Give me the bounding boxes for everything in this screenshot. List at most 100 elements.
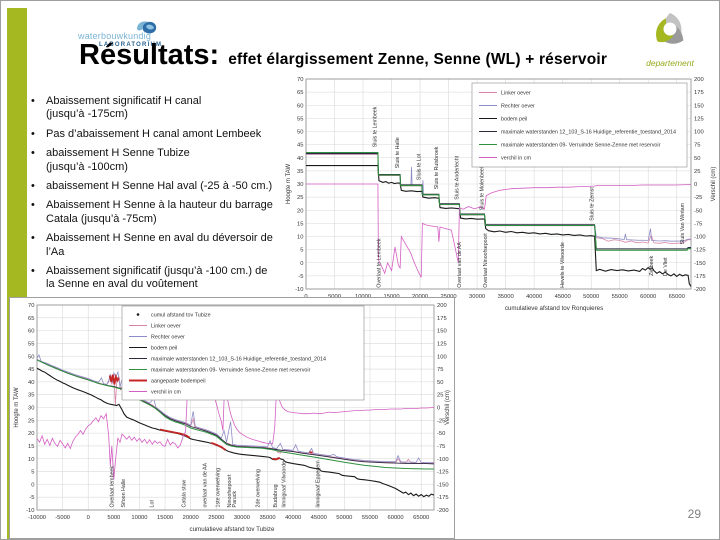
x-axis-title: cumulatieve afstand tov Ronquieres [505,305,603,312]
svg-text:60000: 60000 [640,294,656,300]
svg-text:-200: -200 [694,287,706,293]
svg-text:70: 70 [28,303,34,309]
svg-text:2de overwelving: 2de overwelving [255,469,261,507]
wl-swirl-icon [137,21,157,34]
svg-text:100: 100 [694,130,704,136]
series-maximale-waterstanden-12-103-s-16-huidige-referentie-toestand-2014 [306,153,691,250]
svg-text:35000: 35000 [498,294,514,300]
svg-text:45000: 45000 [555,294,571,300]
bullet-item: abaissement H Senne Tubize (jusqu’à -100… [29,147,297,174]
svg-text:70: 70 [297,77,303,83]
svg-text:30000: 30000 [234,515,250,521]
svg-text:-175: -175 [437,495,449,501]
left-axis-title: Hoogte m TAW [286,164,292,205]
svg-text:limnigraaf Vilvoorde: limnigraaf Vilvoorde [281,461,287,507]
bullet-item: Abaissement H Senne à la hauteur du barr… [29,199,297,226]
svg-text:bodem peil: bodem peil [151,346,177,352]
svg-text:60000: 60000 [388,515,404,521]
svg-text:-75: -75 [437,444,445,450]
svg-text:15000: 15000 [157,515,173,521]
svg-text:125: 125 [437,341,447,347]
svg-text:Sluis te Anderlecht: Sluis te Anderlecht [454,155,460,199]
departement-logo: departement [635,7,705,68]
svg-text:-5: -5 [298,274,303,280]
svg-text:50000: 50000 [336,515,352,521]
senne-profile-chart-frame: Overlaat lembeek Sifoon Halle Lot Catala st… [9,297,455,539]
series-aangepaste-bodempeil [108,373,120,385]
senne-profile-chart: Overlaat lembeek Sifoon Halle Lot Catala st… [14,303,451,533]
page-number: 29 [687,507,701,521]
series-maximale-waterstanden-09-verruimde-senne-zenne-met-reservoir [306,151,691,251]
series-rechter-oever [36,354,434,464]
svg-text:maximale waterstanden 12_103_S: maximale waterstanden 12_103_S-16 Huidig… [151,357,326,363]
svg-text:50: 50 [297,130,303,136]
svg-text:Sluis te Molenbeek: Sluis te Molenbeek [479,165,485,210]
right-axis-title: Verschil (cm) [711,167,717,202]
svg-text:5: 5 [31,470,34,476]
svg-text:Sluis te Halle: Sluis te Halle [395,137,401,168]
svg-text:35: 35 [28,393,34,399]
svg-text:0: 0 [437,406,440,412]
svg-text:Budabrug: Budabrug [273,484,279,507]
svg-text:maximale waterstanden 09- Verr: maximale waterstanden 09- Verruimde Senn… [501,143,661,149]
svg-text:maximale waterstanden 09- Verr: maximale waterstanden 09- Verruimde Senn… [151,368,311,374]
svg-text:Sluis te Ruisbroek: Sluis te Ruisbroek [434,146,440,189]
wl-lab-logo: waterbouwkundig LABORATORIUM [75,21,185,49]
svg-text:Hevels te Vilvoorde: Hevels te Vilvoorde [560,242,566,288]
svg-text:15: 15 [28,444,34,450]
svg-text:75: 75 [694,143,700,149]
svg-text:65000: 65000 [669,294,685,300]
svg-text:Zielbeek: Zielbeek [649,256,655,276]
svg-text:55000: 55000 [362,515,378,521]
svg-text:verchil in cm: verchil in cm [501,156,531,162]
svg-text:De Vliet: De Vliet [663,257,669,276]
svg-text:bodem peil: bodem peil [501,117,527,123]
svg-text:-75: -75 [694,221,702,227]
svg-text:200: 200 [437,303,447,309]
svg-text:10: 10 [297,235,303,241]
series-verchil-in-cm [306,183,692,278]
svg-text:Lot: Lot [149,500,155,508]
svg-text:Paruck: Paruck [232,491,238,508]
svg-text:-10: -10 [295,287,303,293]
svg-text:Sluis te Lembeek: Sluis te Lembeek [373,106,379,147]
svg-text:150: 150 [694,103,704,109]
svg-text:Sluis te Zemst: Sluis te Zemst [589,187,595,221]
svg-text:65: 65 [297,90,303,96]
series-bodem-peil [306,165,692,287]
svg-text:-5: -5 [29,495,34,501]
svg-text:limnigraaf Eppegem: limnigraaf Eppegem [315,460,321,508]
svg-text:-50: -50 [694,208,702,214]
svg-text:Linker oever: Linker oever [501,91,531,97]
svg-text:45000: 45000 [311,515,327,521]
right-axis-title: Verschil (cm) [445,390,451,425]
svg-text:aangepaste bodempeil: aangepaste bodempeil [151,379,206,385]
svg-text:Rechter oever: Rechter oever [501,104,535,110]
svg-text:0: 0 [87,515,90,521]
svg-text:-100: -100 [437,457,449,463]
svg-text:-125: -125 [694,248,706,254]
series-aangepaste-bodempeil [272,456,281,461]
svg-text:100: 100 [437,354,447,360]
svg-text:Overlaat lembeek: Overlaat lembeek [109,466,115,508]
svg-text:-25: -25 [437,418,445,424]
svg-text:Overlaat van de AA: Overlaat van de AA [457,242,463,288]
svg-text:25: 25 [437,393,443,399]
svg-text:Catala stuw: Catala stuw [182,480,188,508]
series-aangepaste-bodempeil [210,442,227,451]
canal-profile-chart: Sluis te Lembeek Sluis te Halle Sluis te L… [286,77,717,312]
bullet-item: abaissement H Senne Hal aval (-25 à -50 … [29,180,297,194]
title-sub: effet élargissement Zenne, Senne (WL) + … [228,51,608,68]
title-main: Résultats: [79,39,220,71]
svg-text:5000: 5000 [107,515,120,521]
svg-text:maximale waterstanden 12_103_S: maximale waterstanden 12_103_S-16 Huidig… [501,130,676,136]
svg-text:20000: 20000 [183,515,199,521]
svg-text:50: 50 [28,354,34,360]
svg-text:10000: 10000 [131,515,147,521]
departement-label: departement [646,58,694,68]
bullet-item: Abaissement significatif H canal (jusqu’… [29,95,297,122]
svg-text:-10: -10 [26,508,34,514]
bullet-item: Pas d’abaissement H canal amont Lembeek [29,128,297,142]
svg-text:20: 20 [297,208,303,214]
svg-text:150: 150 [437,329,447,335]
